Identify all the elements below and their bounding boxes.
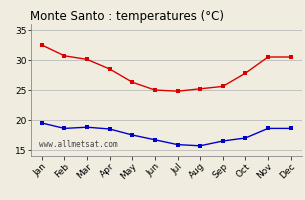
Text: www.allmetsat.com: www.allmetsat.com (39, 140, 117, 149)
Text: Monte Santo : temperatures (°C): Monte Santo : temperatures (°C) (30, 10, 224, 23)
